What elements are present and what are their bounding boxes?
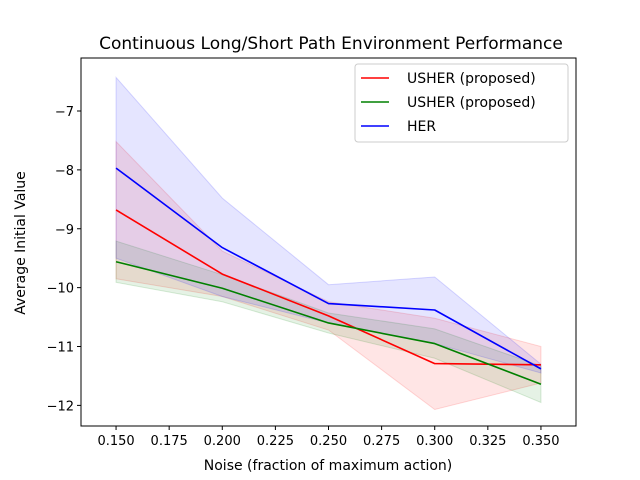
legend: USHER (proposed) USHER (proposed) HER (354, 63, 569, 143)
y-tick-label: −9 (55, 223, 74, 238)
legend-label-1: USHER (proposed) (407, 71, 536, 87)
x-axis-label: Noise (fraction of maximum action) (204, 458, 452, 474)
series-line-1 (115, 209, 541, 366)
legend-box (354, 63, 569, 143)
x-tick-label: 0.225 (257, 434, 294, 449)
y-tick-label: −10 (47, 282, 74, 297)
legend-label-2: USHER (proposed) (407, 95, 536, 111)
x-tick-label: 0.350 (522, 434, 559, 449)
y-tick-label: −12 (47, 399, 74, 414)
x-tick-label: 0.200 (204, 434, 241, 449)
confidence-bands (115, 76, 542, 411)
x-tick-label: 0.250 (310, 434, 347, 449)
series-lines (115, 167, 542, 385)
confidence-band-2 (115, 240, 542, 404)
x-tick-label: 0.150 (97, 434, 134, 449)
y-tick-label: −11 (47, 341, 74, 356)
series-line-3 (115, 167, 542, 370)
x-tick-label: 0.325 (469, 434, 506, 449)
series-line-2 (115, 260, 542, 385)
confidence-band-3 (115, 76, 542, 374)
x-tick-label: 0.175 (151, 434, 188, 449)
plot-frame (80, 57, 577, 427)
y-axis-label: Average Initial Value (13, 171, 29, 315)
chart-title: Continuous Long/Short Path Environment P… (99, 34, 563, 54)
x-tick-label: 0.300 (416, 434, 453, 449)
x-tick-label: 0.275 (363, 434, 400, 449)
y-tick-label: −8 (55, 164, 74, 179)
y-tick-label: −7 (55, 105, 74, 120)
legend-label-3: HER (407, 119, 436, 135)
axis-ticks: 0.150 0.175 0.200 0.225 0.250 0.275 0.300 0.325… (47, 105, 560, 449)
